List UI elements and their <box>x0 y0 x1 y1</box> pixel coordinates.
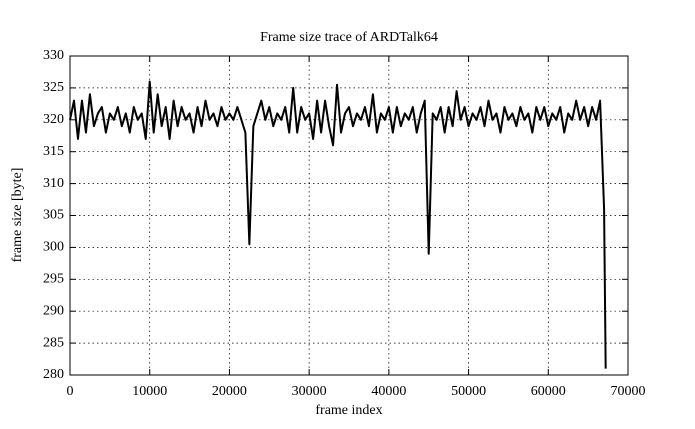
plot-frame <box>69 55 629 376</box>
x-tick-label: 30000 <box>292 384 327 399</box>
x-tick-label: 20000 <box>212 384 247 399</box>
chart-title: Frame size trace of ARDTalk64 <box>260 30 438 45</box>
x-tick-label: 70000 <box>611 384 646 399</box>
y-tick-label: 295 <box>43 272 64 287</box>
y-axis-label: frame size [byte] <box>10 168 25 263</box>
x-tick-label: 50000 <box>451 384 486 399</box>
y-tick-label: 285 <box>43 335 64 350</box>
x-tick-label: 60000 <box>531 384 566 399</box>
x-axis-label: frame index <box>315 403 382 418</box>
y-tick-label: 280 <box>43 367 64 382</box>
y-tick-label: 315 <box>43 144 64 159</box>
x-tick-label: 10000 <box>132 384 167 399</box>
x-tick-label: 0 <box>67 384 74 399</box>
y-tick-label: 290 <box>43 303 64 318</box>
x-tick-label: 40000 <box>371 384 406 399</box>
y-tick-label: 320 <box>43 112 64 127</box>
data-line <box>69 80 607 369</box>
y-tick-label: 310 <box>43 176 64 191</box>
y-tick-label: 300 <box>43 240 64 255</box>
y-tick-label: 330 <box>43 48 64 63</box>
y-tick-label: 305 <box>43 208 64 223</box>
y-tick-label: 325 <box>43 80 64 95</box>
